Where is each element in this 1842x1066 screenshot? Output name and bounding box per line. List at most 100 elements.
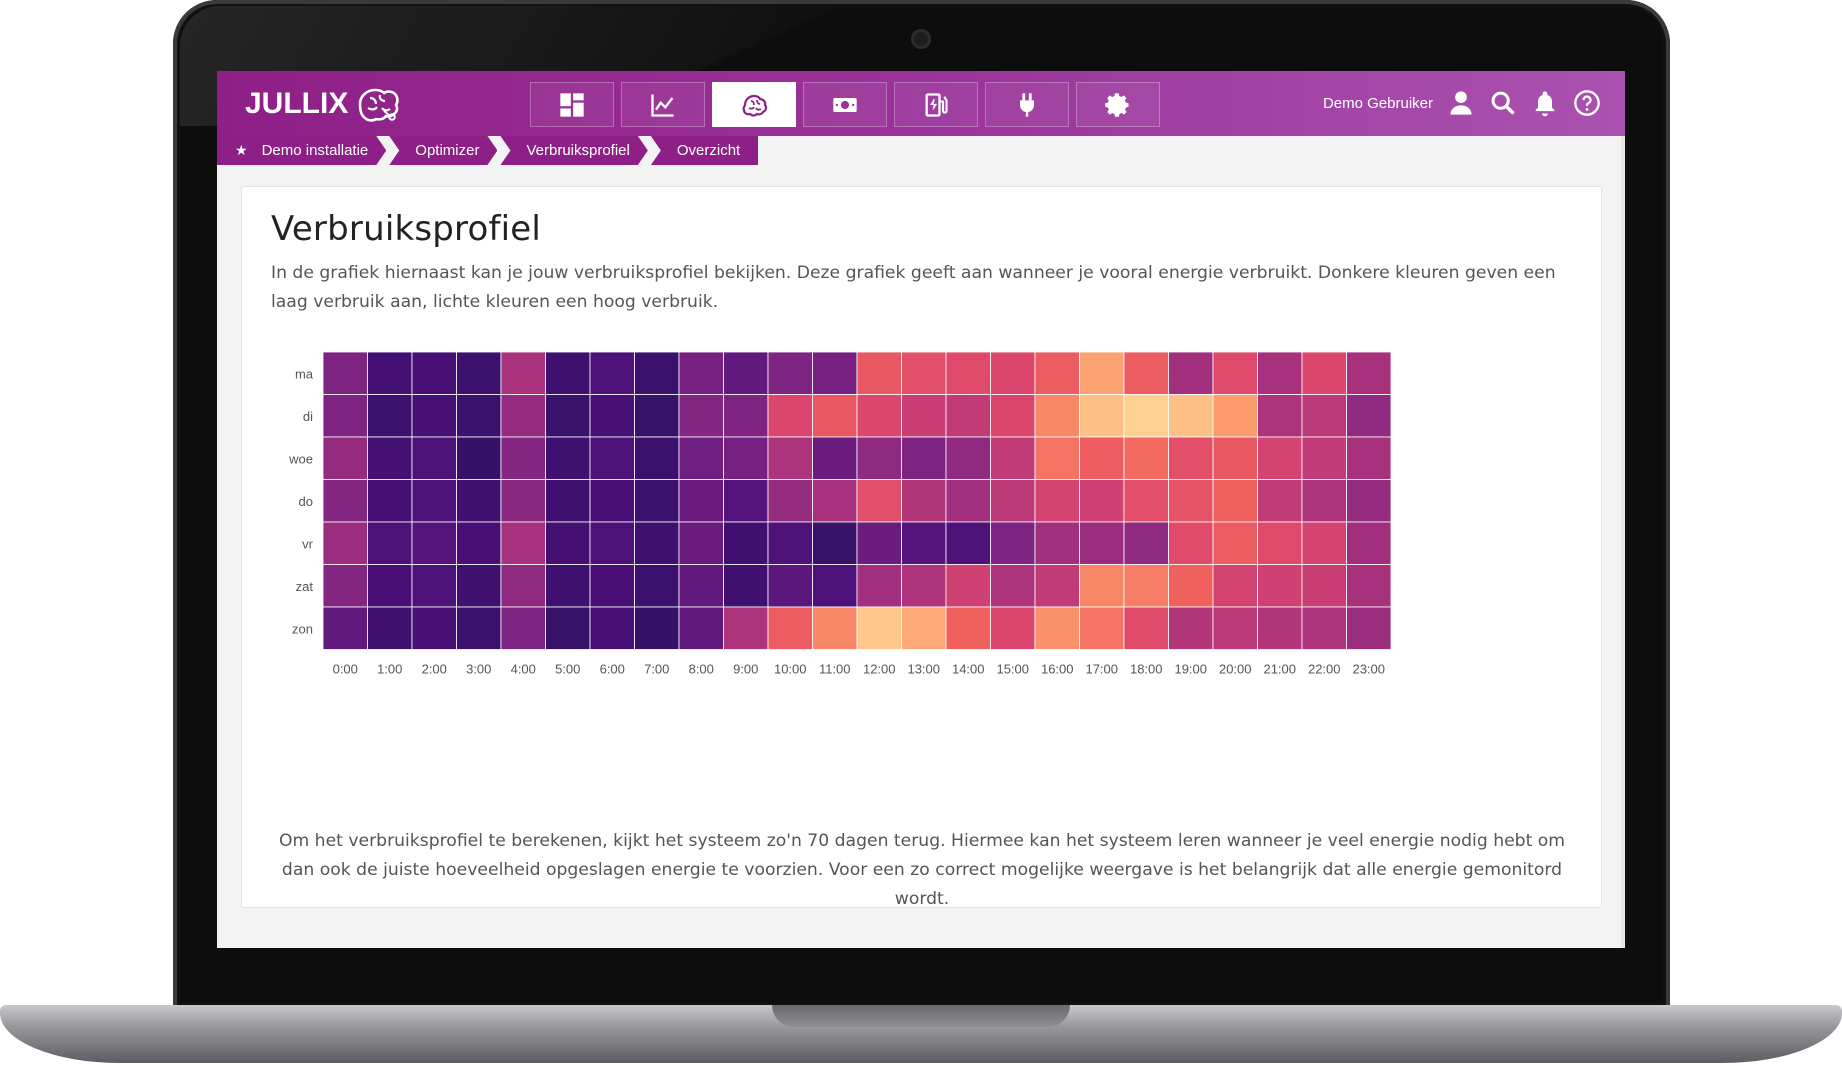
heatmap-cell[interactable] (1301, 564, 1347, 608)
heatmap-cell[interactable] (322, 606, 368, 650)
heatmap-cell[interactable] (367, 521, 413, 565)
heatmap-cell[interactable] (456, 436, 502, 480)
heatmap-cell[interactable] (1301, 351, 1347, 395)
nav-tab-graphs[interactable] (621, 82, 705, 127)
heatmap-cell[interactable] (990, 394, 1036, 438)
heatmap-cell[interactable] (1301, 606, 1347, 650)
bell-icon[interactable] (1531, 89, 1559, 117)
heatmap-cell[interactable] (411, 351, 457, 395)
heatmap-cell[interactable] (1257, 521, 1303, 565)
heatmap-cell[interactable] (678, 564, 724, 608)
scrollbar-track[interactable] (1621, 136, 1625, 948)
search-icon[interactable] (1489, 89, 1517, 117)
heatmap-cell[interactable] (856, 564, 902, 608)
heatmap-cell[interactable] (1168, 606, 1214, 650)
heatmap-cell[interactable] (1079, 351, 1125, 395)
heatmap-cell[interactable] (634, 479, 680, 523)
heatmap-cell[interactable] (678, 394, 724, 438)
breadcrumb-item-installation[interactable]: ★ Demo installatie (217, 136, 386, 165)
heatmap-cell[interactable] (1168, 564, 1214, 608)
heatmap-cell[interactable] (634, 521, 680, 565)
heatmap-cell[interactable] (990, 436, 1036, 480)
heatmap-cell[interactable] (1168, 351, 1214, 395)
heatmap-cell[interactable] (1212, 351, 1258, 395)
heatmap-cell[interactable] (1212, 606, 1258, 650)
heatmap-cell[interactable] (767, 394, 813, 438)
heatmap-cell[interactable] (411, 606, 457, 650)
heatmap-cell[interactable] (990, 479, 1036, 523)
heatmap-cell[interactable] (1257, 479, 1303, 523)
heatmap-cell[interactable] (678, 436, 724, 480)
heatmap-cell[interactable] (589, 394, 635, 438)
heatmap-cell[interactable] (322, 479, 368, 523)
heatmap-cell[interactable] (1301, 521, 1347, 565)
heatmap-cell[interactable] (1034, 394, 1080, 438)
heatmap-cell[interactable] (901, 479, 947, 523)
nav-tab-costs[interactable] (803, 82, 887, 127)
heatmap-cell[interactable] (678, 351, 724, 395)
heatmap-cell[interactable] (1257, 351, 1303, 395)
heatmap-cell[interactable] (901, 394, 947, 438)
heatmap-cell[interactable] (945, 351, 991, 395)
heatmap-cell[interactable] (545, 521, 591, 565)
heatmap-cell[interactable] (411, 564, 457, 608)
heatmap-cell[interactable] (500, 479, 546, 523)
heatmap-cell[interactable] (945, 564, 991, 608)
breadcrumb-item-overzicht[interactable]: Overzicht (650, 136, 759, 165)
heatmap-cell[interactable] (812, 479, 858, 523)
heatmap-cell[interactable] (411, 436, 457, 480)
heatmap-cell[interactable] (723, 564, 769, 608)
heatmap-cell[interactable] (367, 479, 413, 523)
heatmap-cell[interactable] (1212, 436, 1258, 480)
heatmap-cell[interactable] (901, 436, 947, 480)
heatmap-cell[interactable] (901, 606, 947, 650)
heatmap-cell[interactable] (322, 351, 368, 395)
heatmap-cell[interactable] (545, 479, 591, 523)
heatmap-cell[interactable] (1123, 521, 1169, 565)
heatmap-cell[interactable] (767, 479, 813, 523)
heatmap-cell[interactable] (545, 394, 591, 438)
heatmap-cell[interactable] (1168, 394, 1214, 438)
heatmap-cell[interactable] (1212, 479, 1258, 523)
heatmap-cell[interactable] (1301, 394, 1347, 438)
heatmap-cell[interactable] (812, 394, 858, 438)
user-name[interactable]: Demo Gebruiker (1322, 94, 1433, 112)
heatmap-cell[interactable] (589, 436, 635, 480)
heatmap-cell[interactable] (767, 436, 813, 480)
heatmap-cell[interactable] (500, 606, 546, 650)
heatmap-cell[interactable] (411, 521, 457, 565)
breadcrumb-item-optimizer[interactable]: Optimizer (389, 136, 497, 165)
heatmap-cell[interactable] (945, 606, 991, 650)
heatmap-cell[interactable] (945, 521, 991, 565)
heatmap-cell[interactable] (1034, 436, 1080, 480)
heatmap-cell[interactable] (812, 436, 858, 480)
heatmap-cell[interactable] (634, 606, 680, 650)
heatmap-cell[interactable] (1301, 479, 1347, 523)
heatmap-cell[interactable] (367, 394, 413, 438)
heatmap-cell[interactable] (901, 564, 947, 608)
heatmap-cell[interactable] (367, 351, 413, 395)
heatmap-cell[interactable] (945, 436, 991, 480)
heatmap-cell[interactable] (1123, 394, 1169, 438)
heatmap-cell[interactable] (545, 564, 591, 608)
heatmap-cell[interactable] (411, 394, 457, 438)
heatmap-cell[interactable] (456, 564, 502, 608)
heatmap-cell[interactable] (1034, 479, 1080, 523)
heatmap-cell[interactable] (1123, 606, 1169, 650)
heatmap-cell[interactable] (545, 436, 591, 480)
heatmap-cell[interactable] (1346, 479, 1392, 523)
heatmap-cell[interactable] (634, 394, 680, 438)
heatmap-cell[interactable] (856, 436, 902, 480)
nav-tab-dashboard[interactable] (530, 82, 614, 127)
heatmap-cell[interactable] (589, 606, 635, 650)
heatmap-cell[interactable] (723, 606, 769, 650)
heatmap-cell[interactable] (1034, 606, 1080, 650)
heatmap-cell[interactable] (856, 479, 902, 523)
heatmap-cell[interactable] (856, 606, 902, 650)
heatmap-cell[interactable] (1079, 479, 1125, 523)
heatmap-cell[interactable] (767, 351, 813, 395)
heatmap-cell[interactable] (1079, 606, 1125, 650)
heatmap-cell[interactable] (322, 436, 368, 480)
heatmap-cell[interactable] (1346, 394, 1392, 438)
heatmap-cell[interactable] (545, 351, 591, 395)
